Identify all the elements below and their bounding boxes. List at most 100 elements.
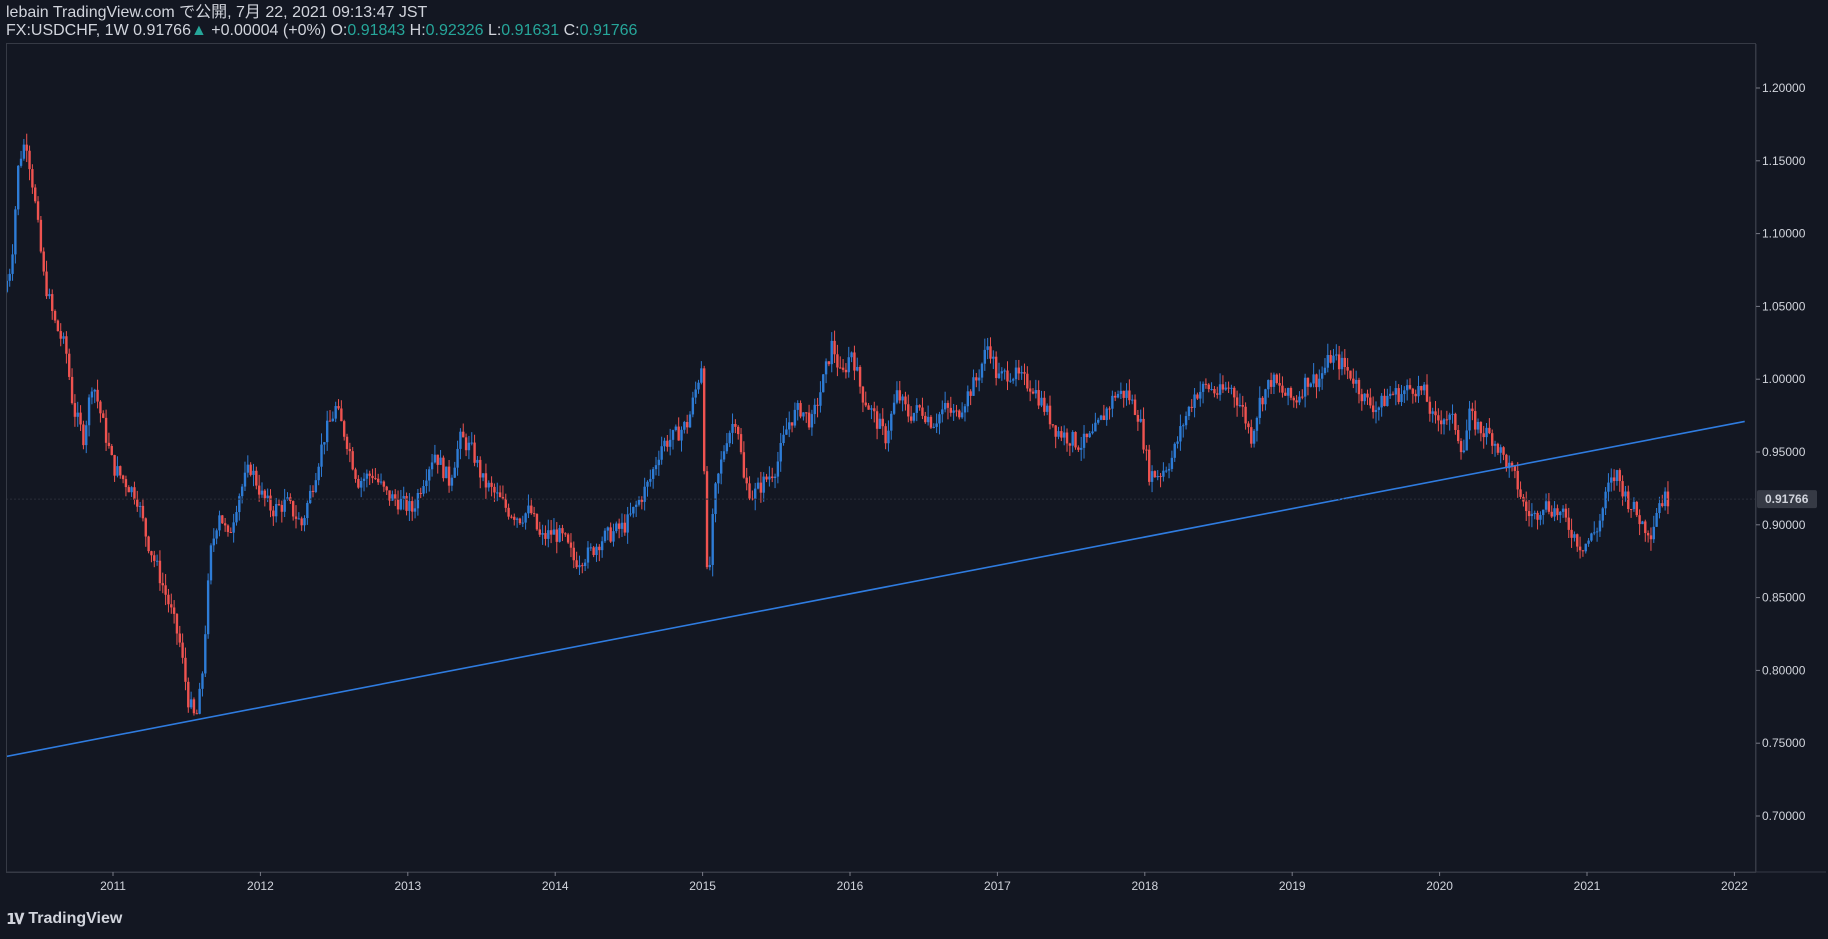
candle-down: [884, 426, 887, 444]
candle-up: [878, 418, 882, 429]
candle-down: [909, 416, 913, 421]
candle-up: [260, 490, 264, 495]
candle-up: [1252, 430, 1256, 444]
candle-up: [1165, 470, 1168, 472]
close-label: C:: [563, 22, 580, 39]
candle-down: [1496, 443, 1500, 453]
candle-down: [1227, 387, 1230, 389]
candle-up: [238, 496, 241, 513]
candle-down: [827, 361, 831, 365]
candle-down: [104, 417, 108, 443]
candle-up: [776, 461, 780, 477]
candle-down: [337, 406, 340, 409]
candle-up: [626, 514, 629, 533]
candle-down: [575, 560, 578, 568]
candle-up: [1354, 379, 1358, 384]
candle-down: [1233, 387, 1236, 398]
candle-down: [229, 531, 233, 533]
candle-down: [853, 352, 856, 371]
candle-up: [1131, 399, 1134, 401]
candle-down: [167, 594, 170, 605]
candle-up: [1584, 543, 1587, 552]
candle-down: [42, 251, 45, 272]
candle-down: [1369, 397, 1372, 406]
candle-down: [833, 340, 836, 355]
candle-down: [490, 482, 493, 487]
candle-up: [524, 513, 527, 523]
candle-up: [1332, 355, 1335, 363]
candle-up: [1057, 431, 1060, 437]
candle-up: [1286, 387, 1290, 396]
candle-up: [306, 503, 309, 519]
candle-down: [1454, 413, 1457, 431]
candle-up: [496, 492, 499, 494]
candle-down: [751, 498, 754, 500]
candle-up: [691, 397, 695, 415]
y-tick-label: 1.00000: [1762, 372, 1806, 386]
candle-down: [170, 604, 173, 608]
candle-down: [280, 505, 284, 512]
candle-down: [1148, 449, 1151, 482]
candle-down: [790, 422, 794, 426]
candle-up: [1377, 407, 1381, 410]
candle-down: [1085, 433, 1089, 438]
candle-up: [235, 512, 238, 523]
candle-down: [1023, 372, 1026, 374]
candle-up: [708, 564, 712, 568]
symbol-name[interactable]: FX:USDCHF, 1W: [6, 22, 129, 39]
candle-down: [56, 320, 60, 332]
candle-up: [1573, 534, 1576, 538]
candle-down: [498, 492, 502, 498]
candle-down: [907, 404, 910, 417]
candle-up: [365, 473, 369, 479]
candle-up: [963, 406, 967, 413]
candle-down: [989, 346, 992, 359]
candle-up: [600, 541, 604, 551]
candle-down: [1159, 476, 1162, 478]
candle-down: [1646, 533, 1650, 536]
candle-down: [742, 452, 746, 478]
candle-up: [870, 408, 873, 410]
candle-down: [121, 475, 125, 480]
candle-up: [632, 506, 635, 514]
candle-down: [436, 454, 439, 465]
candle-up: [1374, 409, 1378, 413]
candle-up: [1116, 393, 1120, 398]
candle-up: [671, 430, 675, 440]
candle-down: [1196, 394, 1199, 399]
candle-down: [1295, 400, 1298, 403]
candle-up: [1561, 508, 1565, 512]
candle-up: [359, 480, 363, 488]
candle-down: [419, 492, 422, 494]
candle-down: [1456, 430, 1460, 442]
plot-area[interactable]: [6, 133, 1756, 758]
price-change: +0.00004 (+0%): [211, 22, 327, 39]
candle-down: [1474, 411, 1477, 430]
candle-down: [1397, 388, 1400, 402]
candle-up: [470, 442, 473, 444]
y-tick-label: 1.15000: [1762, 154, 1806, 168]
candle-down: [1349, 370, 1352, 379]
candle-up: [668, 439, 672, 447]
x-tick-label: 2018: [1131, 879, 1158, 893]
candle-up: [1156, 476, 1159, 478]
candle-down: [1074, 431, 1077, 448]
y-tick-label: 0.80000: [1762, 663, 1806, 677]
candle-up: [824, 361, 828, 375]
candle-down: [1133, 399, 1137, 415]
candle-down: [385, 486, 388, 491]
trendline: [7, 420, 1745, 758]
candle-up: [1009, 380, 1012, 382]
candle-up: [586, 547, 590, 563]
candle-down: [1618, 470, 1621, 482]
candle-up: [1553, 508, 1556, 517]
candle-up: [1422, 384, 1426, 391]
tradingview-logo[interactable]: 𝟭𝐕 TradingView: [6, 910, 122, 928]
candle-up: [1003, 370, 1006, 372]
candle-down: [1028, 388, 1032, 392]
candle-up: [1499, 447, 1502, 453]
candle-up: [1258, 397, 1261, 418]
candle-down: [342, 421, 346, 437]
candle-down: [328, 420, 332, 422]
